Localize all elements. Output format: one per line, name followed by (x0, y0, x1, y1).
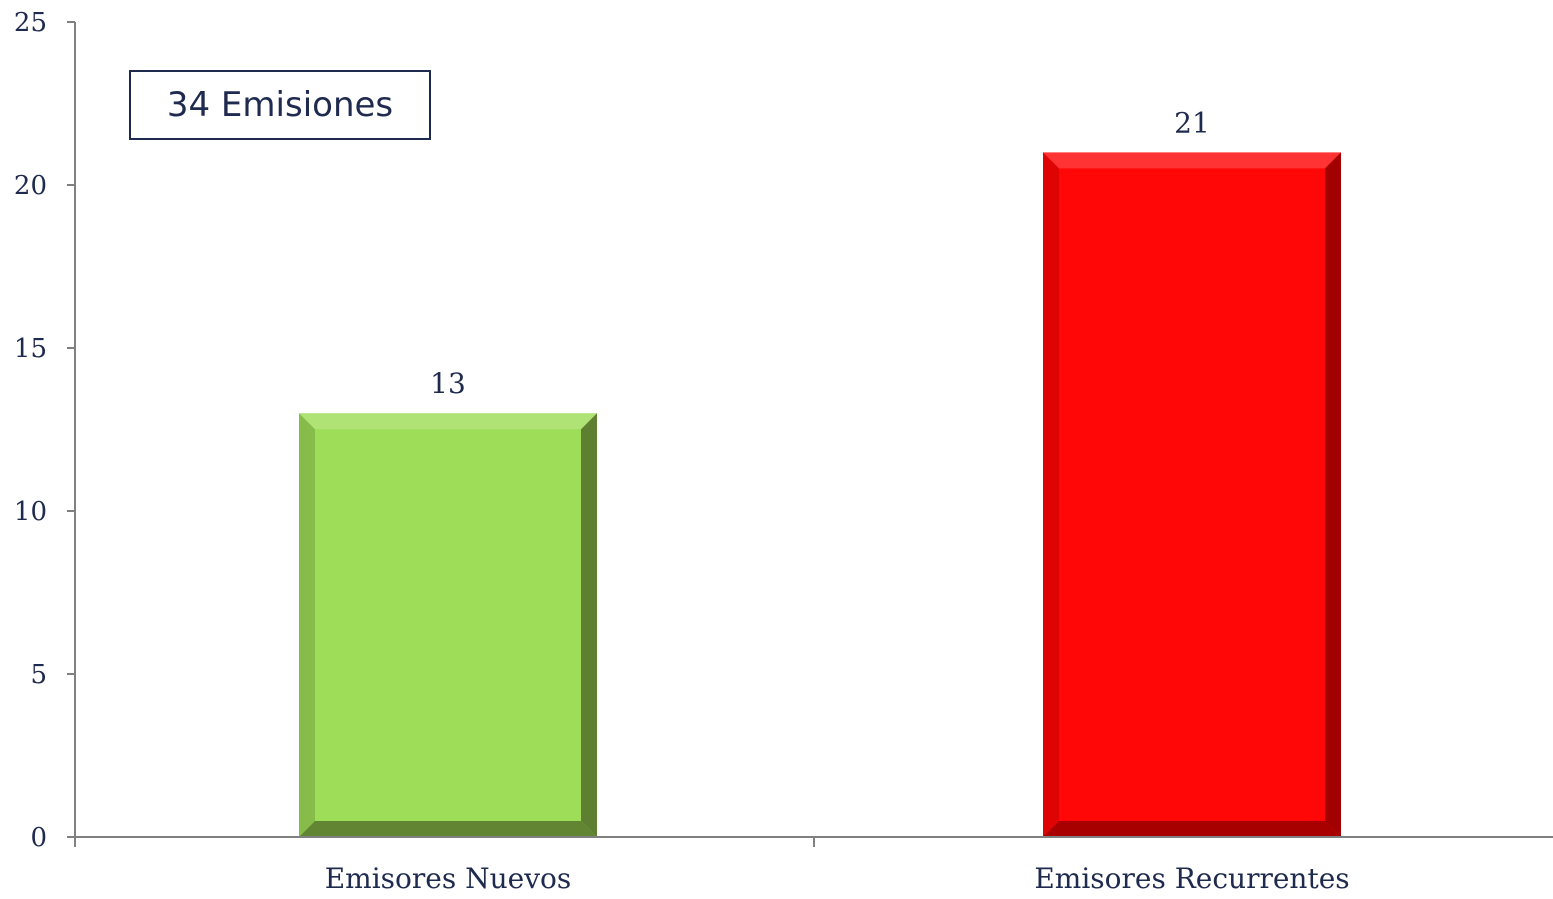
y-tick-label: 20 (14, 171, 47, 201)
data-label: 21 (1174, 106, 1210, 139)
bar-bevel-right (1325, 152, 1341, 837)
category-label: Emisores Recurrentes (1034, 862, 1349, 895)
y-axis-ticks: 0 5 10 15 20 25 (14, 8, 75, 853)
y-tick-label: 5 (30, 660, 47, 690)
bar-bevel-left (299, 413, 315, 837)
bar-body (299, 413, 597, 837)
y-tick-label: 10 (14, 497, 47, 527)
bar-body (1043, 152, 1341, 837)
y-tick-label: 0 (30, 823, 47, 853)
bar-bevel-top (1043, 152, 1341, 169)
bar-bevel-right (581, 413, 597, 837)
labels: 13 Emisores Nuevos 21 Emisores Recurrentes (325, 106, 1350, 895)
total-emissions-annotation: 34 Emisiones (129, 70, 431, 140)
bar-bevel-bottom (299, 821, 597, 837)
bar (299, 413, 597, 837)
bar (1043, 152, 1341, 837)
data-label: 13 (430, 367, 466, 400)
bar-bevel-left (1043, 152, 1059, 837)
bar-bevel-top (299, 413, 597, 430)
bars (299, 152, 1341, 837)
y-tick-label: 15 (14, 334, 47, 364)
y-tick-label: 25 (14, 8, 47, 38)
bar-bevel-bottom (1043, 821, 1341, 837)
category-label: Emisores Nuevos (325, 862, 572, 895)
